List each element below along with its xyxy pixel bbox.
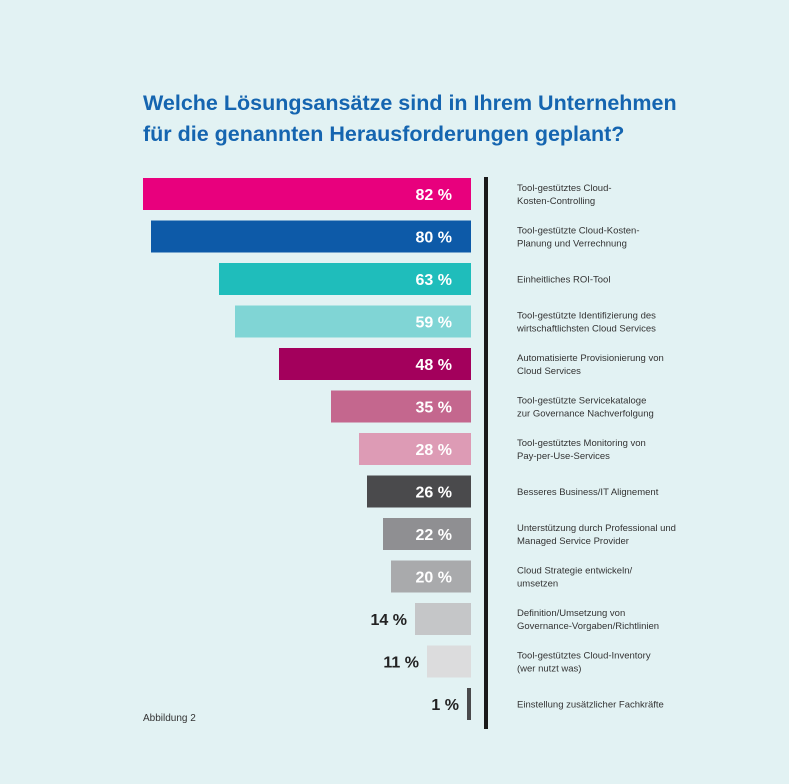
bar-value-label: 26 % [416, 485, 452, 502]
bar-value-label: 11 % [383, 655, 419, 672]
bar-value-label: 28 % [416, 442, 452, 459]
category-label-line: Cloud Strategie entwickeln/ [517, 566, 632, 577]
category-label: Tool-gestützte Identifizierung des wirtsc… [516, 311, 656, 335]
bar-value-label: 1 % [431, 697, 459, 714]
category-label-line: zur Governance Nachverfolgung [517, 409, 654, 420]
category-label: Einheitliches ROI-Tool [517, 275, 610, 286]
bar-value-label: 22 % [416, 527, 452, 544]
bar [359, 433, 471, 465]
bar-value-label: 80 % [416, 230, 452, 247]
bar [151, 220, 471, 253]
category-label-line: Besseres Business/IT Alignement [517, 487, 659, 498]
category-label-line: umsetzen [517, 579, 558, 590]
bar [219, 263, 471, 295]
category-label-line: Einheitliches ROI-Tool [517, 275, 610, 286]
chart-title-line-1: Welche Lösungsansätze sind in Ihrem Unte… [143, 91, 677, 115]
bar-value-label: 20 % [416, 570, 452, 587]
category-label-line: Definition/Umsetzung von [517, 608, 625, 619]
bar [235, 305, 471, 338]
category-label: Tool-gestütztes Cloud- Kosten-Controlling [517, 183, 612, 207]
category-label-line: Kosten-Controlling [517, 196, 595, 207]
category-label: Tool-gestützte Cloud-Kosten- Planung und … [517, 226, 640, 250]
category-label-line: Einstellung zusätzlicher Fachkräfte [517, 700, 664, 711]
category-label: Tool-gestütztes Monitoring von Pay-per-Us… [517, 438, 646, 462]
chart-title: Welche Lösungsansätze sind in Ihrem Unte… [143, 88, 743, 150]
category-label-line: Managed Service Provider [517, 536, 629, 547]
category-label: Automatisierte Provisionierung von Cloud … [517, 353, 664, 377]
category-label-line: Cloud Services [517, 366, 581, 377]
bar [427, 645, 471, 678]
bar-value-label: 59 % [416, 315, 452, 332]
category-label: Cloud Strategie entwickeln/umsetzen [517, 566, 632, 590]
category-label-line: Unterstützung durch Professional und [517, 523, 676, 534]
bar-value-label: 14 % [371, 612, 407, 629]
figure-caption: Abbildung 2 [143, 713, 196, 724]
divider-line [484, 177, 488, 729]
category-label: Einstellung zusätzlicher Fachkräfte [517, 700, 664, 711]
category-label-line: Tool-gestütztes Cloud- [517, 183, 612, 194]
bar [143, 178, 471, 210]
category-label: Besseres Business/IT Alignement [517, 487, 659, 498]
category-label-line: Planung und Verrechnung [517, 239, 627, 250]
bar [331, 390, 471, 423]
bar-value-label: 63 % [416, 272, 452, 289]
category-label: Tool-gestütztes Cloud-Inventory (wer nutz… [517, 651, 651, 675]
category-label: Unterstützung durch Professional und Mana… [517, 523, 676, 547]
category-label-line: Tool-gestütztes Cloud-Inventory [517, 651, 651, 662]
bar-value-label: 48 % [416, 357, 452, 374]
bar [279, 348, 471, 380]
category-label: Definition/Umsetzung von Governance-Vorga… [517, 608, 659, 632]
category-label-line: (wer nutzt was) [517, 664, 581, 675]
bar [415, 603, 471, 635]
bar [383, 518, 471, 550]
bar-value-label: 35 % [416, 400, 452, 417]
category-label-line: Tool-gestütztes Monitoring von [517, 438, 646, 449]
category-label-line: Tool-gestützte Cloud-Kosten- [517, 226, 640, 237]
bar-value-label: 82 % [416, 187, 452, 204]
bar [391, 560, 471, 593]
category-label-line: Pay-per-Use-Services [517, 451, 610, 462]
bar [467, 688, 471, 720]
category-label-line: Governance-Vorgaben/Richtlinien [517, 621, 659, 632]
category-label-line: Tool-gestützte Servicekataloge [517, 396, 646, 407]
category-label-line: Tool-gestützte Identifizierung des [517, 311, 656, 322]
chart-title-line-2: für die genannten Herausforderungen gepl… [143, 122, 625, 146]
category-label-line: wirtschaftlichsten Cloud Services [516, 324, 656, 335]
bar [367, 475, 471, 508]
category-label-line: Automatisierte Provisionierung von [517, 353, 664, 364]
category-label: Tool-gestützte Servicekataloge zur Govern… [517, 396, 654, 420]
